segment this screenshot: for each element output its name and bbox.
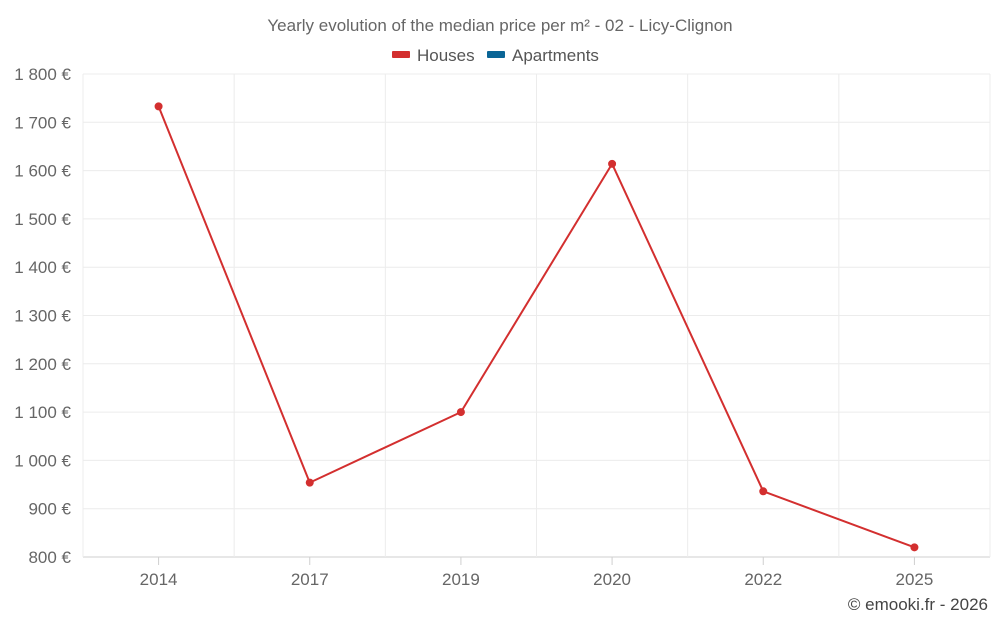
y-tick-label: 900 € — [28, 500, 71, 519]
legend-item-apartments[interactable]: Apartments — [487, 46, 599, 65]
x-tick-label: 2025 — [896, 570, 934, 589]
x-tick-label: 2020 — [593, 570, 631, 589]
x-tick-label: 2014 — [140, 570, 178, 589]
y-tick-label: 1 400 € — [14, 258, 71, 277]
y-tick-label: 1 300 € — [14, 307, 71, 326]
y-tick-label: 1 800 € — [14, 65, 71, 84]
y-tick-label: 1 500 € — [14, 210, 71, 229]
legend-swatch-apartments — [487, 51, 505, 58]
y-tick-label: 1 000 € — [14, 451, 71, 470]
y-tick-label: 1 700 € — [14, 113, 71, 132]
series-line-houses — [157, 105, 916, 549]
x-tick-label: 2019 — [442, 570, 480, 589]
legend-swatch-houses — [392, 51, 410, 58]
data-point-houses-2025[interactable] — [910, 543, 919, 552]
y-axis: 800 € 900 € 1 000 € 1 100 € 1 200 € 1 300 € 1 … — [14, 65, 71, 567]
legend-item-houses[interactable]: Houses — [392, 46, 475, 65]
data-point-houses-2020[interactable] — [608, 159, 617, 168]
chart-title: Yearly evolution of the median price per… — [267, 16, 732, 35]
y-tick-label: 800 € — [28, 548, 71, 567]
credit-text: © emooki.fr - 2026 — [848, 595, 988, 614]
series-layer — [154, 102, 919, 552]
x-tick-label: 2022 — [744, 570, 782, 589]
data-point-houses-2019[interactable] — [456, 408, 465, 417]
grid — [82, 73, 991, 558]
y-tick-label: 1 600 € — [14, 162, 71, 181]
legend-label-houses: Houses — [417, 46, 475, 65]
y-tick-label: 1 200 € — [14, 355, 71, 374]
x-tick-label: 2017 — [291, 570, 329, 589]
data-point-houses-2022[interactable] — [759, 487, 768, 496]
legend-label-apartments: Apartments — [512, 46, 599, 65]
y-tick-label: 1 100 € — [14, 403, 71, 422]
legend: Houses Apartments — [392, 46, 599, 65]
data-point-houses-2014[interactable] — [154, 102, 163, 111]
x-axis: 2014 2017 2019 2020 2022 2025 — [140, 557, 934, 589]
data-point-houses-2017[interactable] — [305, 478, 314, 487]
